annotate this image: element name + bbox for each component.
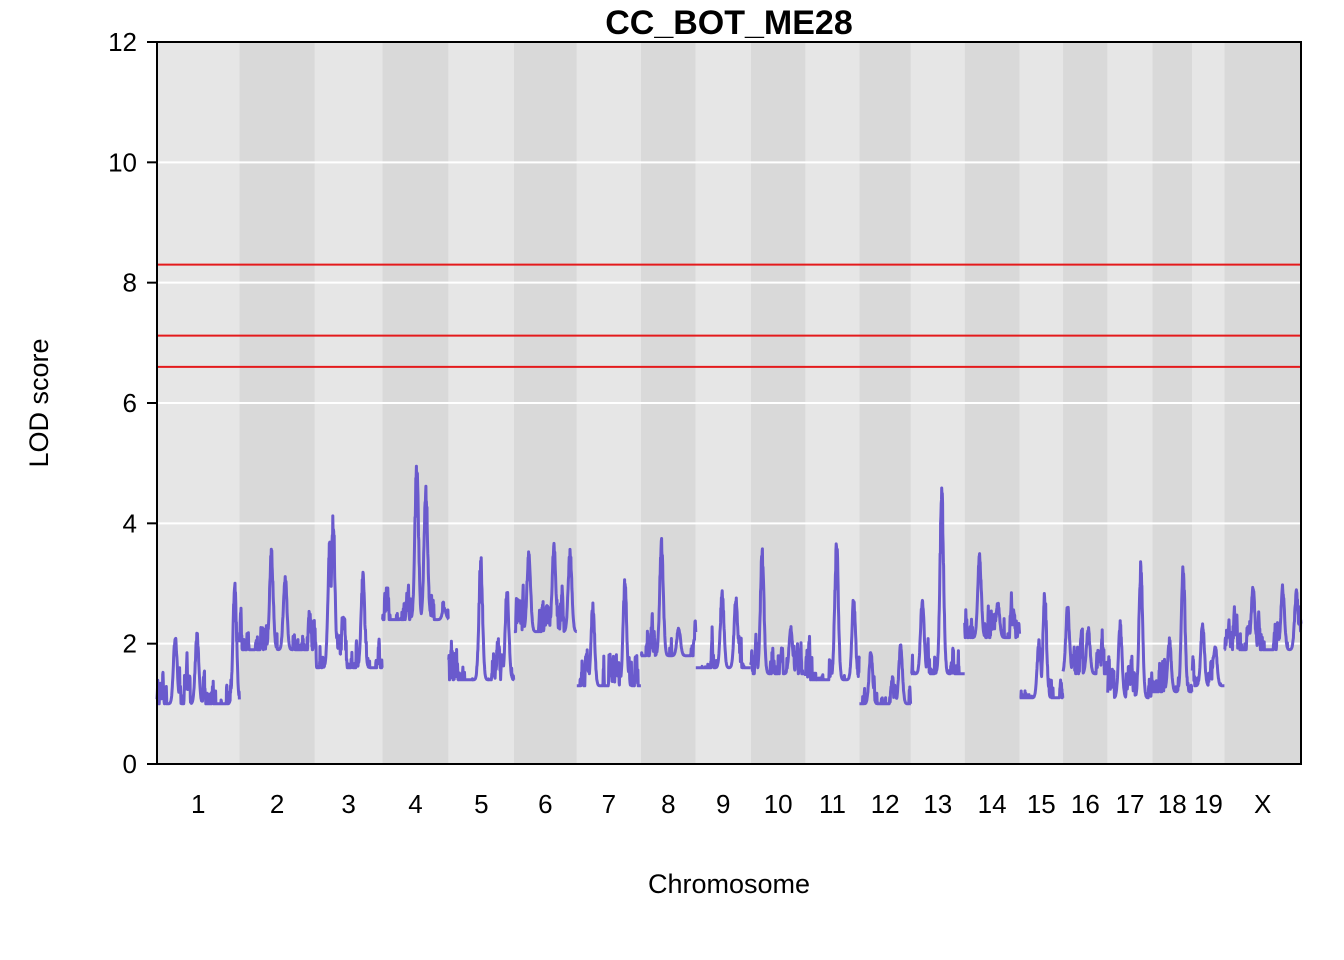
y-tick-label: 2 — [123, 629, 137, 659]
x-tick-label: 17 — [1116, 789, 1145, 819]
lod-curve-group — [155, 464, 1303, 706]
lod-curve-7 — [575, 578, 643, 688]
chart-title: CC_BOT_ME28 — [605, 4, 853, 42]
x-tick-label: 6 — [538, 789, 552, 819]
x-tick-label: X — [1254, 789, 1271, 819]
x-tick-label: 10 — [764, 789, 793, 819]
x-tick-label: 8 — [661, 789, 675, 819]
lod-curve-16 — [1061, 605, 1110, 676]
x-tick-label: 5 — [474, 789, 488, 819]
x-tick-label: 7 — [602, 789, 616, 819]
x-tick-label: 3 — [341, 789, 355, 819]
x-axis-title: Chromosome — [648, 869, 810, 899]
x-tick-label: 14 — [978, 789, 1007, 819]
threshold-lines — [157, 263, 1301, 368]
lod-curve-9 — [694, 589, 752, 670]
lod-curve-15 — [1018, 592, 1065, 700]
x-tick-label: 11 — [819, 789, 846, 819]
x-tick-label: 4 — [408, 789, 422, 819]
y-tick-label: 4 — [123, 508, 137, 538]
x-tick-label: 12 — [871, 789, 900, 819]
lod-curve-2 — [237, 547, 317, 652]
x-axis: 1 2 3 4 5 6 7 8 9 10 11 12 13 14 15 16 17 18 19 X — [191, 789, 1271, 819]
y-axis-title: LOD score — [24, 338, 54, 467]
y-axis: 0 2 4 6 8 10 12 — [108, 27, 158, 779]
x-tick-label: 2 — [270, 789, 284, 819]
x-tick-label: 9 — [716, 789, 730, 819]
y-tick-label: 0 — [123, 749, 137, 779]
lod-curve-19 — [1190, 622, 1226, 688]
y-tick-label: 8 — [123, 268, 137, 298]
lod-curve-8 — [639, 537, 698, 658]
lod-curve-11 — [804, 542, 861, 682]
y-tick-label: 6 — [123, 388, 137, 418]
lod-curve-14 — [963, 552, 1022, 640]
lod-curve-6 — [512, 541, 579, 634]
y-tick-label: 10 — [108, 147, 137, 177]
x-tick-label: 15 — [1027, 789, 1056, 819]
lod-curve-4 — [381, 464, 450, 622]
lod-curve-13 — [909, 486, 966, 676]
lod-curve-3 — [313, 514, 384, 670]
lod-curve-17 — [1106, 560, 1154, 700]
lod-curve-X — [1223, 583, 1303, 652]
lod-curve-5 — [447, 556, 516, 682]
x-tick-label: 13 — [923, 789, 952, 819]
x-tick-label: 1 — [191, 789, 205, 819]
x-tick-label: 18 — [1158, 789, 1187, 819]
lod-curve-1 — [155, 581, 241, 706]
lod-curve-10 — [749, 547, 807, 676]
x-tick-label: 16 — [1071, 789, 1100, 819]
lod-curve-18 — [1150, 565, 1194, 694]
x-tick-label: 19 — [1194, 789, 1223, 819]
y-tick-label: 12 — [108, 27, 137, 57]
lod-curve-12 — [858, 643, 913, 706]
